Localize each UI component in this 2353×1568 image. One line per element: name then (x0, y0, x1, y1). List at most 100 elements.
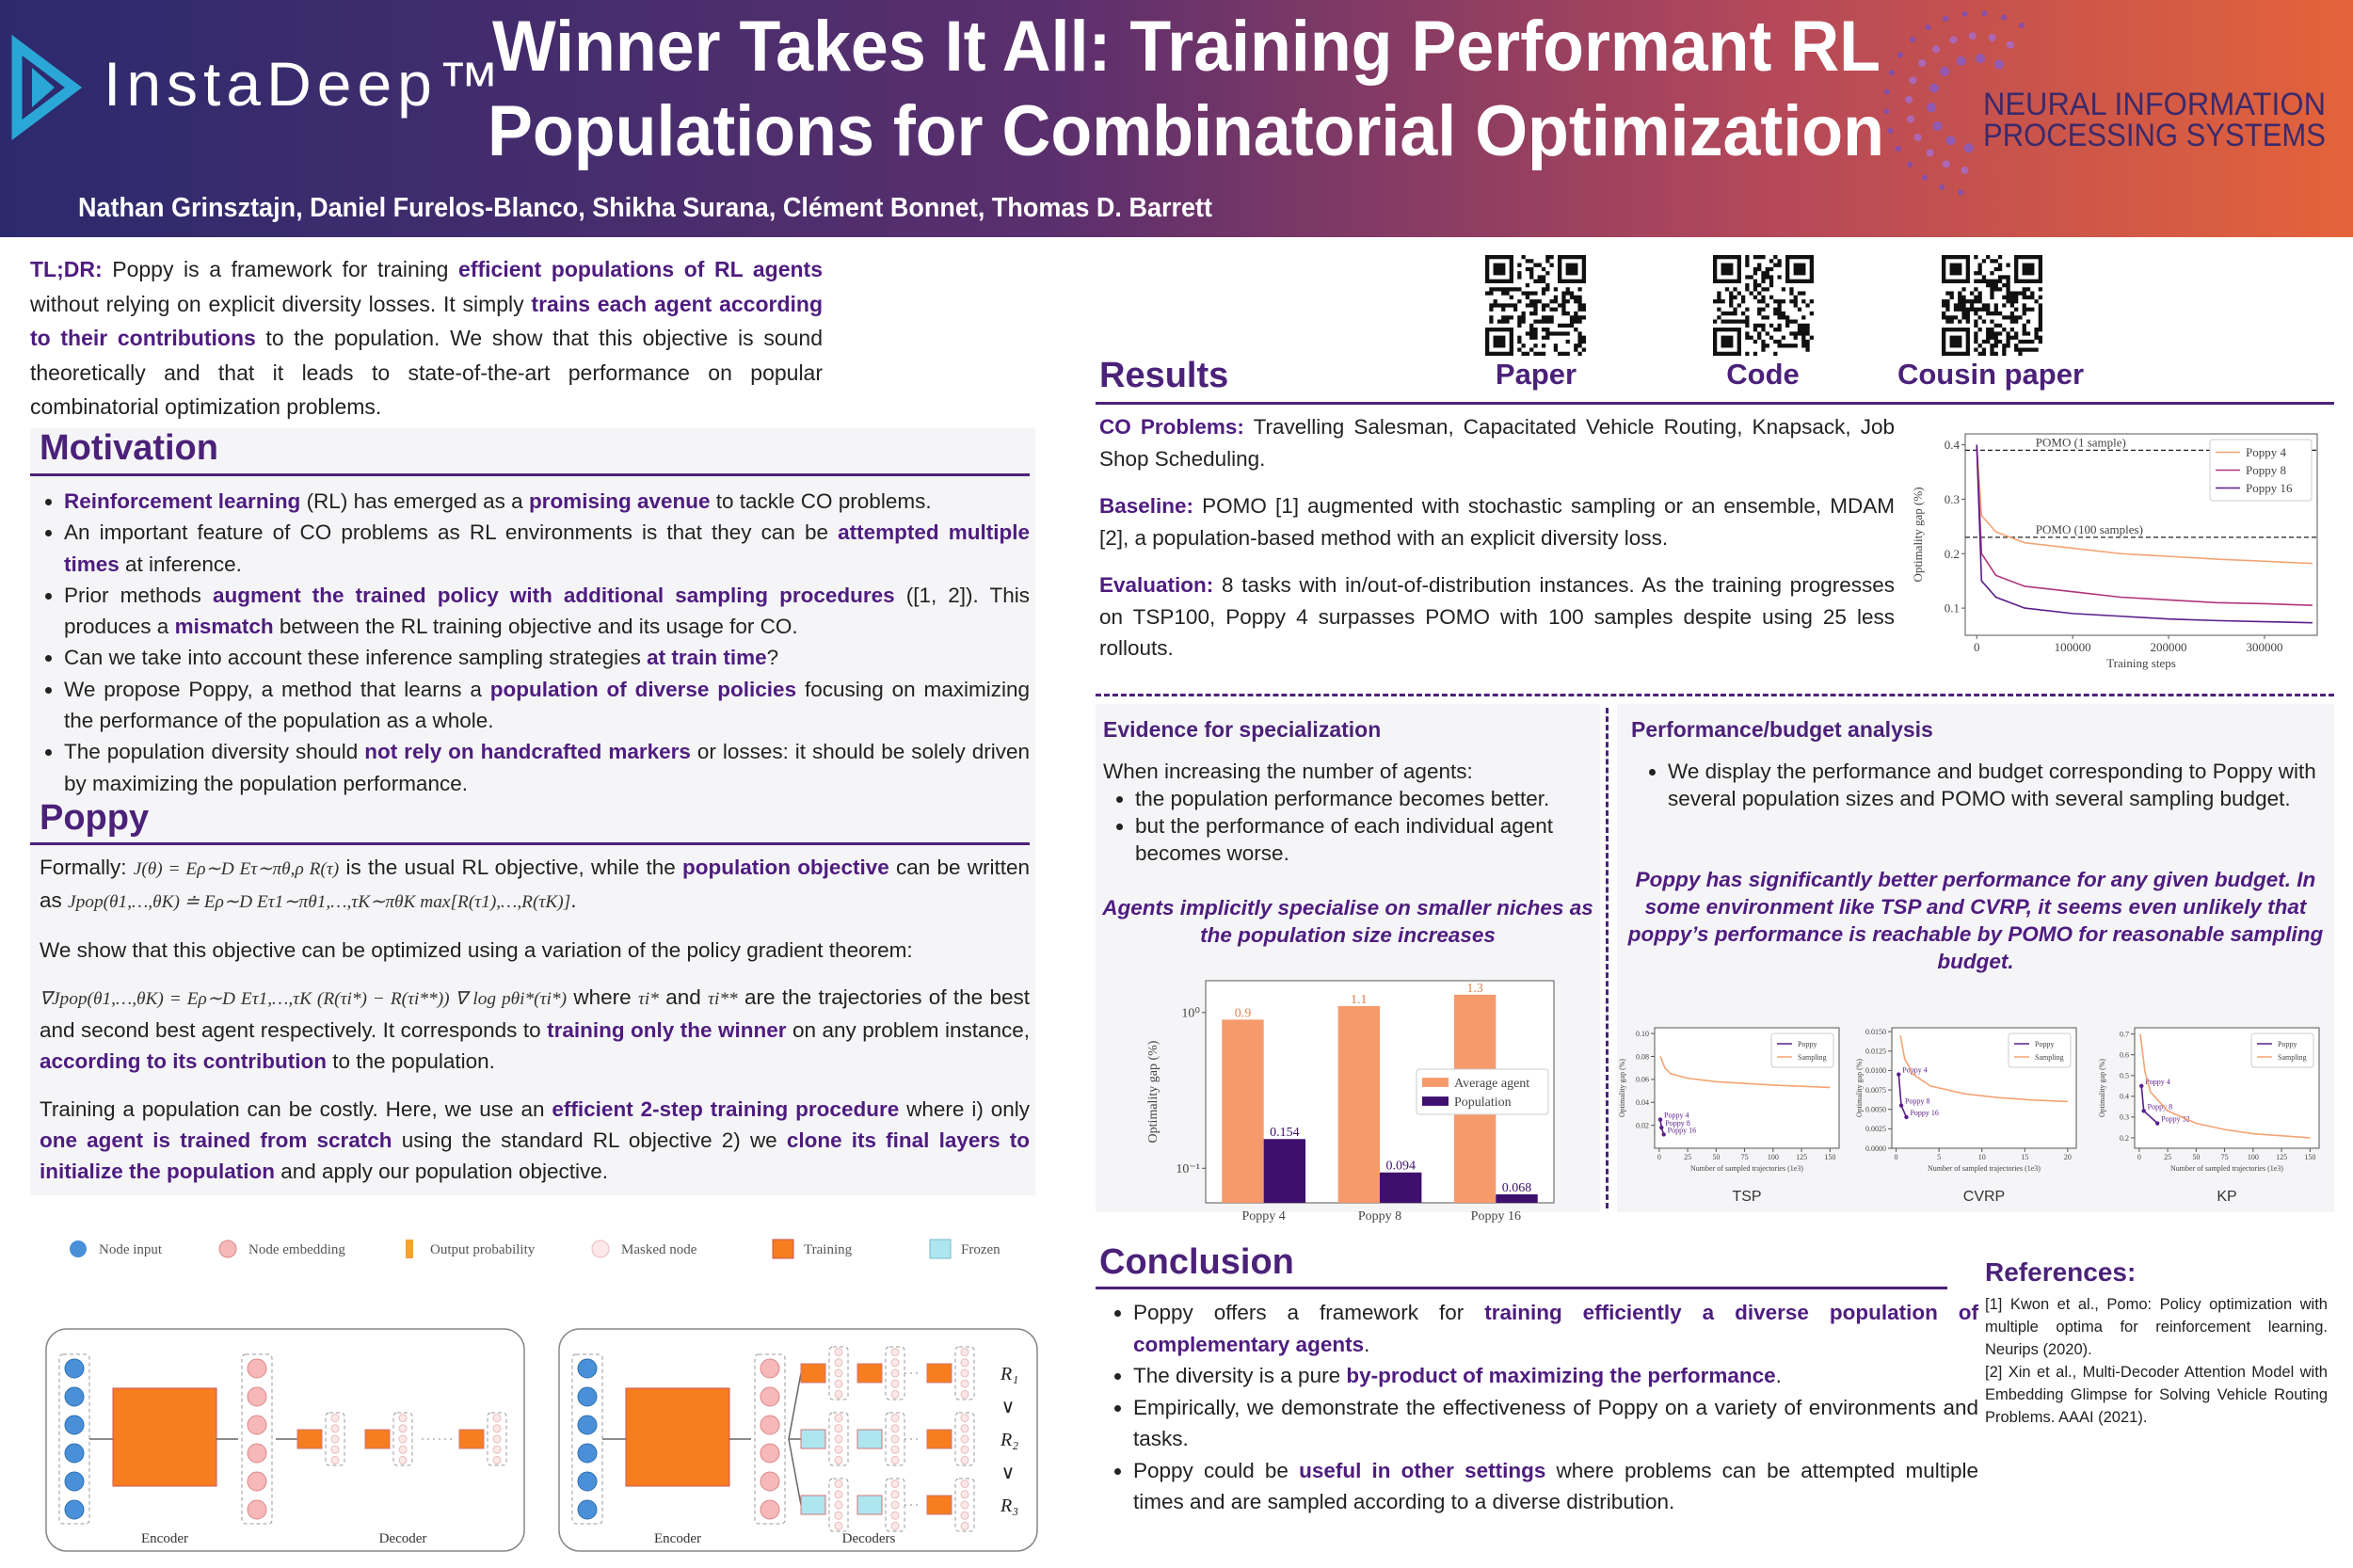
conference-logo (1883, 10, 2025, 196)
text-run: where problems can be attempted multiple… (1133, 1458, 1978, 1514)
point-label: Poppy 4 (2145, 1078, 2169, 1086)
x-tick-label: 5 (1937, 1153, 1941, 1161)
chart-title: CVRP (1963, 1189, 2005, 1205)
qr-modules (1485, 255, 1586, 356)
data-point (1904, 1114, 1909, 1120)
paragraph: We show that this objective can be optim… (40, 935, 1030, 966)
text-run: An important feature of CO problems as R… (64, 520, 839, 545)
link-label[interactable]: Paper (1495, 358, 1577, 391)
legend-label: Training (804, 1242, 853, 1257)
node (247, 1415, 267, 1435)
y-tick-label: 0.1 (1945, 601, 1960, 616)
panel-frame (558, 1328, 1038, 1552)
qr-finder (2022, 263, 2035, 276)
qr-code[interactable] (1713, 255, 1814, 356)
text-run: and apply our population objective. (275, 1160, 609, 1184)
y-tick-label: 0.0075 (1865, 1086, 1886, 1095)
node (247, 1386, 267, 1407)
node (834, 1348, 843, 1357)
logo-dot (1906, 115, 1914, 123)
qr-code[interactable] (1485, 255, 1586, 356)
highlight: efficient 2-step training procedure (552, 1096, 900, 1121)
data-point (1898, 1103, 1904, 1108)
decoder-block (856, 1429, 883, 1449)
qr-finder (1793, 263, 1806, 276)
text-run: . (1775, 1364, 1782, 1387)
qr-finder (1485, 255, 1513, 283)
node (330, 1445, 340, 1454)
highlight: Reinforcement learning (64, 489, 301, 513)
node (834, 1445, 843, 1454)
node-group (325, 1412, 345, 1466)
bar (1222, 1019, 1264, 1203)
qr-code[interactable] (1942, 255, 2042, 356)
text-run: is the usual RL objective, while the (339, 856, 682, 879)
diagram-population: Encoder R₁ R₂ R₃ ∨ ∨ Decoders (558, 1328, 1038, 1552)
logo-dot (1927, 103, 1937, 113)
qr-finder (1493, 263, 1506, 276)
x-tick-label: Poppy 16 (1471, 1209, 1521, 1224)
node (834, 1480, 843, 1489)
node (492, 1445, 502, 1454)
node (890, 1348, 900, 1357)
formula: Jpop(θ1,…,θK) ≐ Eρ∼D Eτ1∼πθ1,…,τK∼πθK ma… (68, 892, 571, 913)
legend-label: Sampling (1798, 1053, 1827, 1062)
legend-label: Node input (99, 1242, 163, 1257)
separator (1096, 694, 2334, 696)
diagram-legend: Node input Node embedding Output probabili… (70, 1239, 1000, 1259)
highlight: one agent is trained from scratch (40, 1128, 392, 1153)
logo-dot (1945, 136, 1956, 146)
legend-label: Sampling (2035, 1053, 2064, 1062)
text-run: POMO [1] augmented with stochastic sampl… (1099, 494, 1895, 550)
logo-dot (1905, 95, 1913, 104)
node (64, 1415, 85, 1435)
legend-label: Sampling (2278, 1053, 2307, 1062)
qr-finder (1713, 328, 1741, 356)
node (890, 1445, 900, 1454)
link-label[interactable]: Cousin paper (1897, 358, 2085, 391)
x-tick-label: 75 (2221, 1153, 2229, 1161)
link-label[interactable]: Code (1726, 358, 1800, 391)
bullet-list: Poppy offers a framework for training ef… (1101, 1297, 1978, 1518)
node (398, 1434, 408, 1444)
text-run: Poppy is a framework for training (102, 257, 459, 281)
highlight: Evaluation: (1099, 573, 1214, 597)
value-label: 0.9 (1235, 1006, 1252, 1020)
y-tick-label: 0.04 (1636, 1098, 1649, 1107)
highlight: by-product of maximizing the performance (1346, 1364, 1776, 1387)
node (760, 1358, 780, 1379)
point-label: Poppy 16 (1910, 1109, 1938, 1117)
header-background (0, 0, 2353, 237)
decoder-block (926, 1363, 952, 1384)
y-tick-label: 0.06 (1636, 1076, 1649, 1084)
highlight: mismatch (174, 615, 274, 639)
point-label: Poppy 16 (1668, 1126, 1696, 1134)
logo-dot (1910, 37, 1916, 43)
decoder-block (364, 1429, 391, 1449)
qr-finder (1942, 255, 1970, 283)
value-label: 0.068 (1502, 1181, 1532, 1195)
point-label: Poppy 4 (1664, 1112, 1689, 1120)
series-line (1976, 444, 2313, 606)
poppy-text: Formally: J(θ) = Eρ∼D Eτ∼πθ,ρ R(τ) is th… (40, 852, 1030, 1204)
text-run: to the population. We show that this obj… (30, 326, 823, 419)
node (247, 1358, 267, 1379)
node-group (954, 1346, 975, 1400)
legend-label: Poppy 16 (2246, 481, 2293, 495)
y-tick-label: 0.4 (2120, 1093, 2129, 1101)
data-point (1657, 1117, 1663, 1122)
highlight: Baseline: (1099, 494, 1194, 518)
text-run: Can we take into account these inference… (64, 646, 648, 670)
logo-icon (11, 35, 83, 140)
node (577, 1471, 598, 1492)
x-tick-label: 0 (2137, 1153, 2141, 1161)
qr-finder (1558, 255, 1586, 283)
references: [1] Kwon et al., Pomo: Policy optimizati… (1985, 1293, 2328, 1429)
node (834, 1389, 843, 1399)
y-tick-label: 0.08 (1636, 1052, 1649, 1061)
node (398, 1424, 408, 1433)
node-group (828, 1412, 849, 1466)
highlight: training only the winner (547, 1018, 787, 1043)
decoder-block (800, 1429, 826, 1449)
